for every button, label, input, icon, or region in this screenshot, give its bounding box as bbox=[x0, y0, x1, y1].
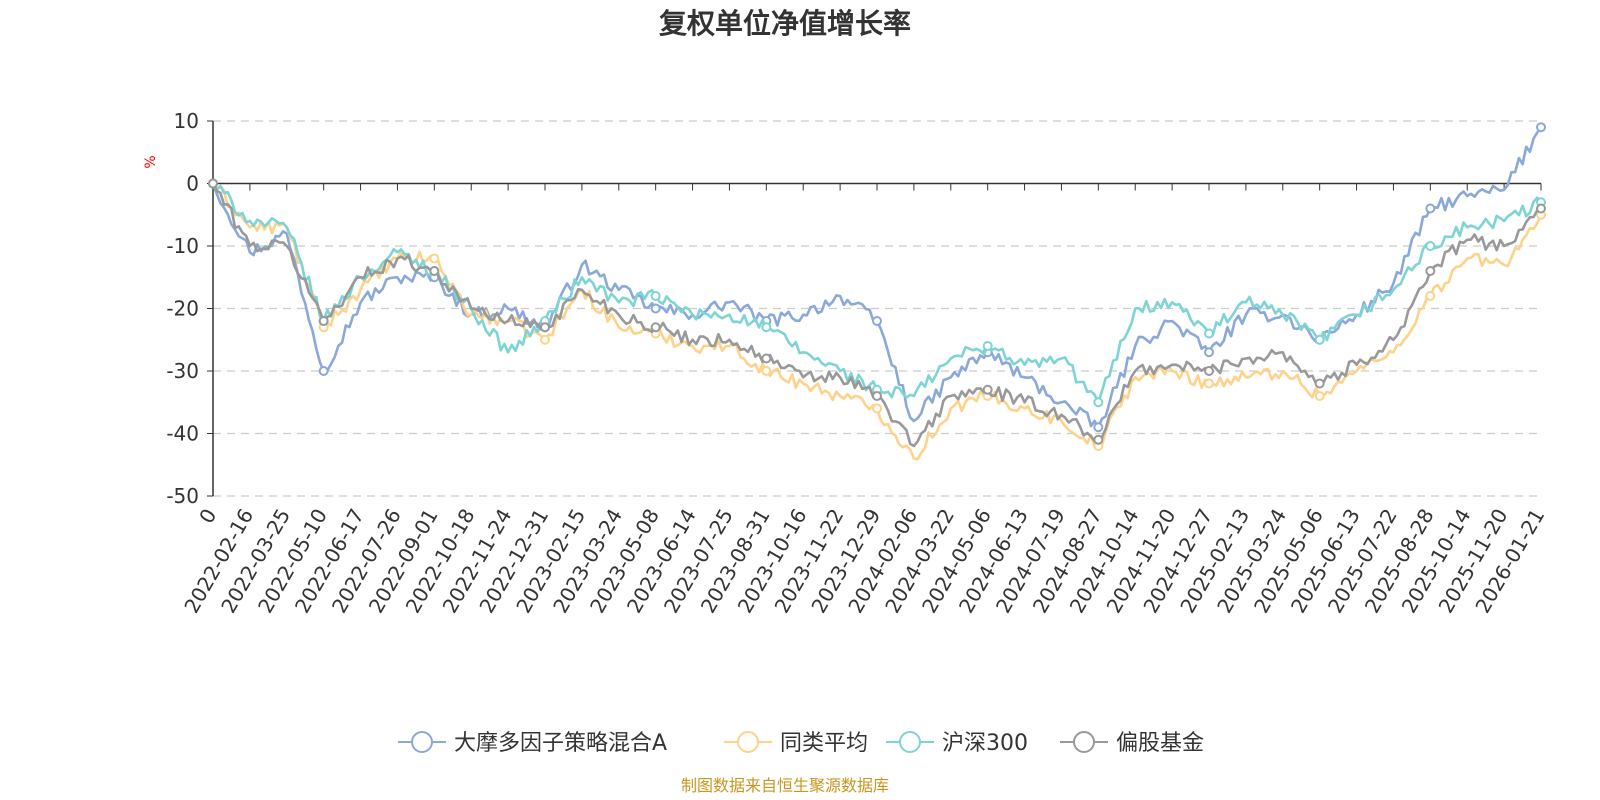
legend-label: 沪深300 bbox=[942, 731, 1028, 756]
data-point bbox=[1204, 328, 1214, 339]
legend-marker-icon bbox=[737, 731, 759, 753]
data-point bbox=[761, 322, 772, 333]
legend-item-3[interactable]: 偏股基金 bbox=[1060, 731, 1204, 756]
legend[interactable]: 大摩多因子策略混合A 同类平均 沪深300 偏股基金 bbox=[398, 731, 1204, 756]
legend-label: 同类平均 bbox=[780, 731, 868, 756]
data-point bbox=[1204, 347, 1214, 358]
y-tick-label: -30 bbox=[166, 359, 199, 383]
data-point bbox=[429, 253, 440, 264]
data-point bbox=[1204, 366, 1214, 376]
y-tick-label: -20 bbox=[166, 297, 199, 321]
legend-marker-icon bbox=[411, 731, 433, 753]
legend-item-1[interactable]: 同类平均 bbox=[724, 731, 868, 756]
data-point bbox=[1425, 291, 1436, 301]
axes: 100-10-20-30-40-5002022-02-162022-03-252… bbox=[166, 109, 1549, 617]
legend-label: 偏股基金 bbox=[1116, 731, 1204, 756]
data-point bbox=[318, 366, 329, 376]
y-tick-label: 0 bbox=[186, 172, 199, 196]
y-tick-label: 10 bbox=[174, 109, 199, 133]
data-point bbox=[1536, 203, 1546, 214]
data-point bbox=[1314, 391, 1325, 401]
data-point bbox=[318, 316, 329, 326]
y-tick-label: -40 bbox=[166, 422, 199, 446]
chart-title: 复权单位净值增长率 bbox=[659, 7, 911, 40]
y-axis-label: % bbox=[143, 155, 159, 168]
data-point bbox=[429, 266, 440, 276]
data-point bbox=[650, 291, 661, 301]
data-point bbox=[540, 322, 550, 333]
data-point bbox=[872, 391, 882, 401]
data-point bbox=[1204, 378, 1214, 389]
data-point bbox=[208, 178, 218, 189]
source-note: 制图数据来自恒生聚源数据库 bbox=[681, 776, 889, 795]
grid bbox=[213, 120, 1541, 497]
data-point bbox=[1425, 266, 1436, 276]
data-point bbox=[1314, 334, 1325, 345]
data-point bbox=[982, 384, 993, 395]
data-point bbox=[1093, 422, 1104, 433]
data-point bbox=[1093, 397, 1104, 408]
data-point bbox=[1314, 378, 1325, 389]
data-point bbox=[872, 316, 882, 326]
y-tick-label: -50 bbox=[166, 484, 199, 508]
y-tick-label: -10 bbox=[166, 234, 199, 258]
x-tick-label: 0 bbox=[194, 505, 221, 528]
data-point bbox=[872, 403, 882, 414]
legend-marker-icon bbox=[899, 731, 921, 753]
data-point bbox=[1536, 122, 1546, 133]
data-point bbox=[761, 366, 772, 376]
data-point bbox=[982, 341, 993, 351]
series-line-2 bbox=[211, 182, 1543, 404]
data-point bbox=[650, 303, 661, 314]
data-point bbox=[1093, 434, 1104, 445]
legend-item-2[interactable]: 沪深300 bbox=[886, 731, 1028, 756]
legend-label: 大摩多因子策略混合A bbox=[454, 731, 667, 756]
data-point bbox=[540, 334, 550, 345]
data-point bbox=[650, 322, 661, 333]
series-lines bbox=[208, 122, 1546, 461]
legend-marker-icon bbox=[1073, 731, 1095, 753]
data-point bbox=[761, 353, 772, 364]
legend-item-0[interactable]: 大摩多因子策略混合A bbox=[398, 731, 667, 756]
data-point bbox=[1425, 241, 1436, 251]
data-point bbox=[1425, 203, 1436, 214]
